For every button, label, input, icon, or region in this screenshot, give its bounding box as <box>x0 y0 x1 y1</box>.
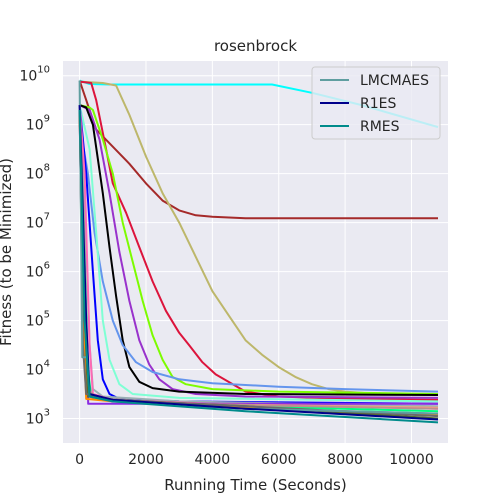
y-tick-base: 10 <box>26 363 44 379</box>
y-tick-label: 106 <box>26 261 50 281</box>
series-line <box>78 109 439 424</box>
series-group <box>78 79 439 424</box>
y-tick-power: 5 <box>44 310 50 321</box>
x-tick-label: 10000 <box>389 452 434 468</box>
series-line <box>79 104 439 399</box>
y-tick-power: 8 <box>44 163 50 174</box>
y-tick-label: 105 <box>26 310 50 330</box>
legend-label: RMES <box>360 119 400 135</box>
x-ticks: 0 2000 4000 6000 8000 10000 <box>75 452 434 468</box>
series-line <box>78 105 439 421</box>
chart-title: rosenbrock <box>214 37 297 55</box>
y-tick-power: 4 <box>44 359 50 370</box>
legend: LMCMAES R1ES RMES <box>311 66 441 140</box>
x-tick-label: 4000 <box>195 452 231 468</box>
series-line <box>79 104 439 395</box>
y-tick-base: 10 <box>26 314 44 330</box>
y-tick-base: 10 <box>26 118 44 134</box>
y-tick-base: 10 <box>26 216 44 232</box>
series-line <box>78 104 439 403</box>
series-line <box>78 124 439 393</box>
y-tick-label: 108 <box>26 163 50 183</box>
x-tick-label: 0 <box>75 452 84 468</box>
y-tick-label: 103 <box>26 408 50 428</box>
x-tick-label: 8000 <box>327 452 363 468</box>
legend-label: R1ES <box>360 96 396 112</box>
x-tick-label: 6000 <box>261 452 297 468</box>
y-tick-base: 10 <box>26 167 44 183</box>
x-tick-label: 2000 <box>128 452 164 468</box>
y-tick-power: 9 <box>44 114 50 125</box>
y-tick-power: 6 <box>44 261 50 272</box>
y-tick-label: 1010 <box>19 65 50 85</box>
legend-label: LMCMAES <box>360 73 429 89</box>
y-tick-label: 104 <box>26 359 50 379</box>
y-tick-label: 109 <box>26 114 50 134</box>
y-tick-base: 10 <box>19 69 37 85</box>
y-tick-power: 3 <box>44 408 50 419</box>
series-line <box>79 104 439 396</box>
y-tick-base: 10 <box>26 412 44 428</box>
y-tick-power: 10 <box>37 65 50 76</box>
grid <box>63 61 448 443</box>
y-tick-base: 10 <box>26 265 44 281</box>
legend-box <box>311 66 441 140</box>
y-tick-label: 107 <box>26 212 50 232</box>
y-axis-title: Fitness (to be Minimized) <box>0 158 15 346</box>
y-tick-power: 7 <box>44 212 50 223</box>
x-axis-title: Running Time (Seconds) <box>164 476 346 494</box>
